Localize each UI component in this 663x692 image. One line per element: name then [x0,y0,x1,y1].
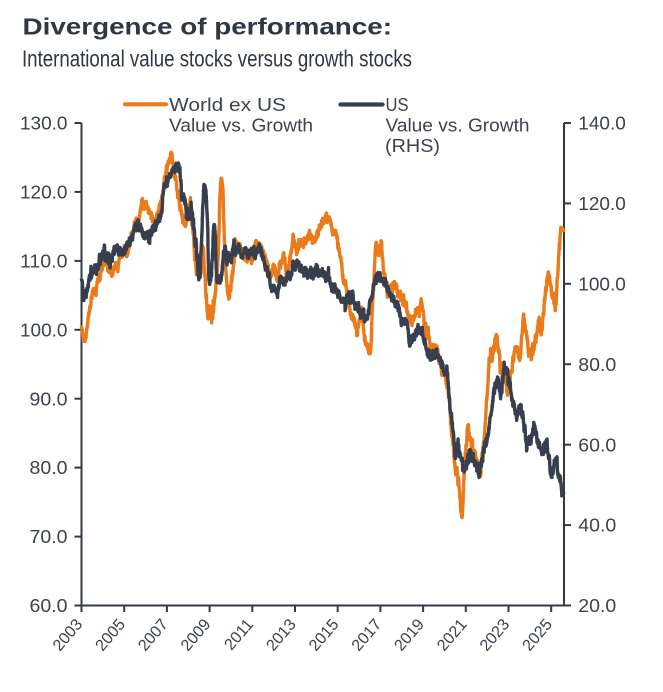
svg-text:20.0: 20.0 [578,595,616,616]
svg-text:Value vs. Growth: Value vs. Growth [169,115,313,136]
svg-text:60.0: 60.0 [30,595,68,616]
svg-text:(RHS): (RHS) [385,135,440,156]
svg-text:120.0: 120.0 [578,193,626,214]
svg-text:60.0: 60.0 [578,434,616,455]
svg-text:Value vs. Growth: Value vs. Growth [386,115,530,136]
svg-text:120.0: 120.0 [20,182,68,203]
svg-text:80.0: 80.0 [30,457,68,478]
svg-text:US: US [386,94,409,115]
svg-text:140.0: 140.0 [578,113,626,134]
svg-text:World ex US: World ex US [169,94,286,115]
svg-text:International value stocks ver: International value stocks versus growth… [22,46,412,72]
svg-text:130.0: 130.0 [20,113,68,134]
svg-text:110.0: 110.0 [20,251,68,272]
svg-text:100.0: 100.0 [20,319,68,340]
svg-text:Divergence of performance:: Divergence of performance: [23,13,393,39]
svg-text:40.0: 40.0 [578,515,616,536]
svg-text:90.0: 90.0 [30,388,68,409]
svg-text:70.0: 70.0 [30,526,68,547]
svg-text:100.0: 100.0 [578,273,626,294]
svg-text:80.0: 80.0 [578,354,616,375]
